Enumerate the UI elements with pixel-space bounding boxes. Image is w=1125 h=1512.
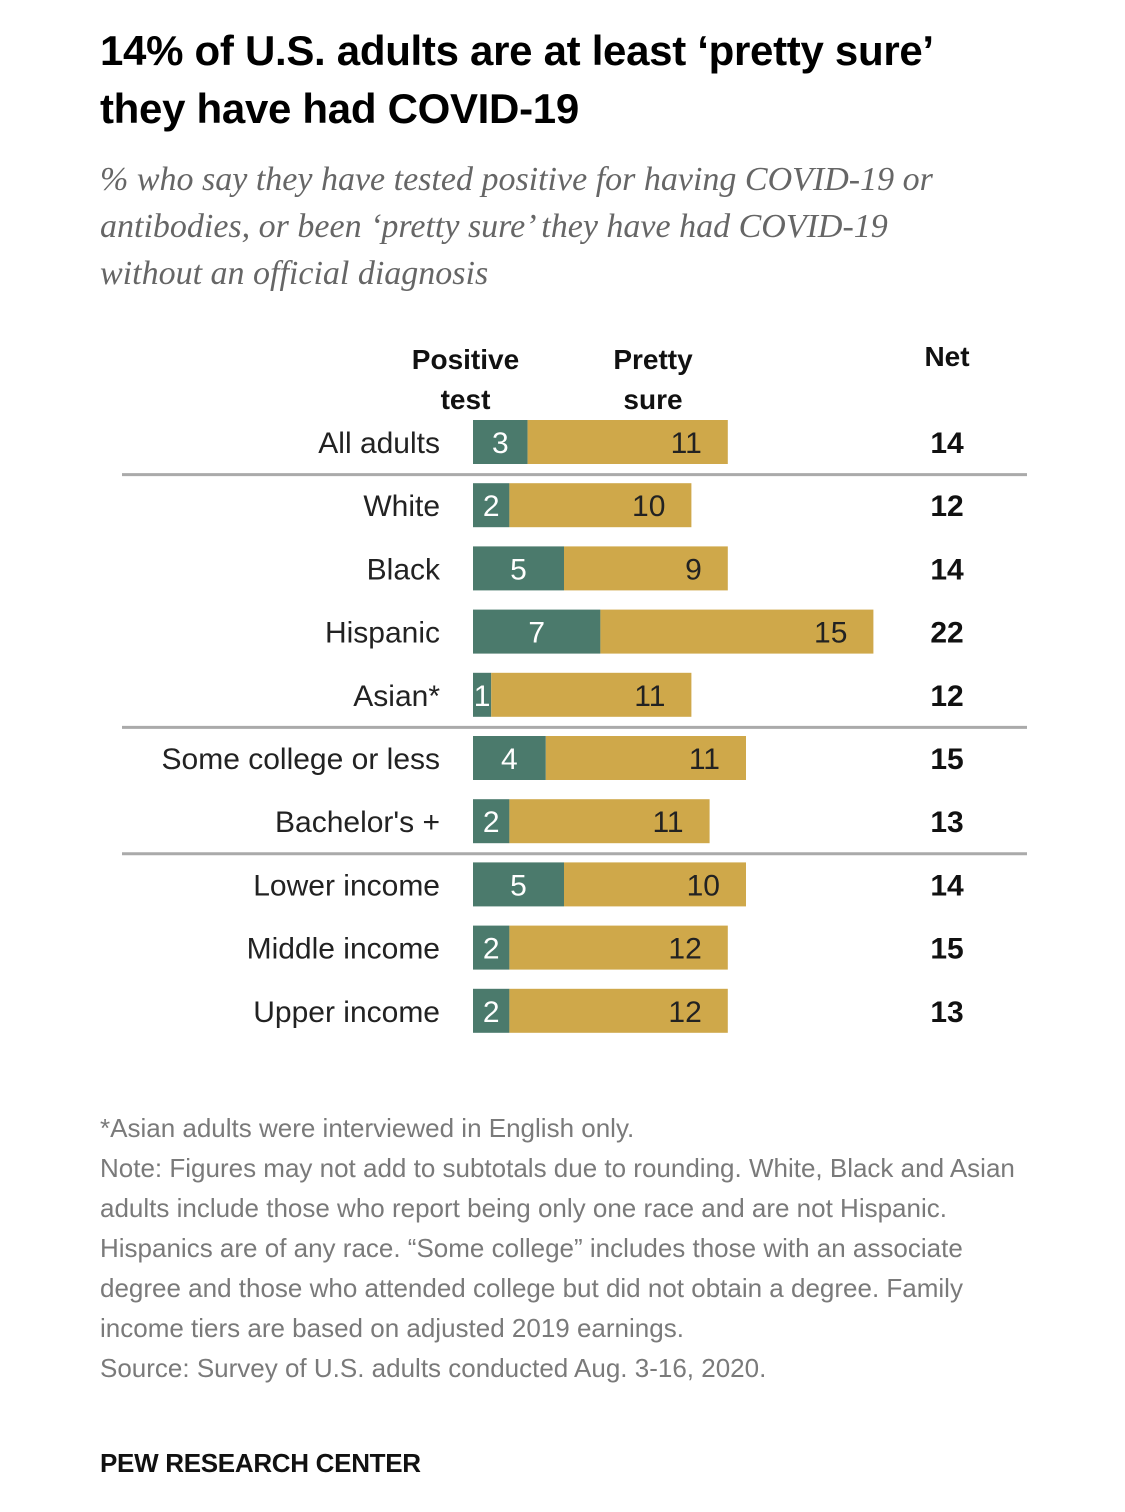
column-header-positive-test: Positive test	[411, 344, 520, 415]
net-value-label: 14	[930, 427, 964, 460]
net-value-label: 15	[930, 933, 963, 966]
pretty-sure-value-label: 15	[814, 617, 847, 650]
row-label: Black	[367, 553, 441, 586]
bar-positive-test	[473, 609, 601, 654]
pretty-sure-value-label: 11	[652, 806, 683, 839]
pretty-sure-value-label: 11	[671, 427, 702, 460]
net-value-label: 12	[930, 680, 963, 713]
note-text: Note: Figures may not add to subtotals d…	[100, 1153, 1023, 1343]
bar-pretty-sure	[509, 483, 692, 528]
positive-test-value-label: 5	[510, 553, 527, 586]
net-value-label: 13	[930, 806, 963, 839]
net-value-label: 12	[930, 490, 963, 523]
net-value-label: 14	[930, 869, 964, 902]
bar-pretty-sure	[509, 988, 728, 1033]
brand-logo-text: PEW RESEARCH CENTER	[100, 1448, 421, 1478]
pretty-sure-value-label: 12	[668, 996, 701, 1029]
bar-pretty-sure	[527, 420, 728, 464]
positive-test-value-label: 1	[474, 680, 491, 713]
footnote: *Asian adults were interviewed in Englis…	[100, 1113, 635, 1143]
chart-notes: *Asian adults were interviewed in Englis…	[100, 1108, 1040, 1388]
bar-positive-test	[473, 925, 510, 970]
bar-positive-test	[473, 672, 492, 717]
row-label: Hispanic	[325, 617, 440, 650]
net-value-label: 13	[930, 996, 963, 1029]
positive-test-value-label: 3	[492, 427, 509, 460]
bar-positive-test	[473, 799, 510, 844]
row-label: Bachelor's +	[275, 806, 440, 839]
bar-pretty-sure	[491, 672, 692, 717]
source-text: Source: Survey of U.S. adults conducted …	[100, 1353, 767, 1383]
net-value-label: 15	[930, 743, 963, 776]
row-label: Lower income	[253, 869, 440, 902]
chart-subtitle: % who say they have tested positive for …	[100, 161, 933, 292]
chart-title: 14% of U.S. adults are at least ‘pretty …	[100, 27, 932, 132]
pretty-sure-value-label: 11	[689, 743, 720, 776]
column-header-pretty-sure: Pretty sure	[613, 344, 693, 415]
positive-test-value-label: 7	[528, 617, 545, 650]
pretty-sure-value-label: 10	[632, 490, 665, 523]
row-label: Some college or less	[162, 743, 440, 776]
bar-pretty-sure	[564, 862, 746, 907]
row-label: Middle income	[247, 933, 440, 966]
bar-positive-test	[473, 483, 510, 528]
positive-test-value-label: 4	[501, 743, 518, 776]
pretty-sure-value-label: 11	[634, 680, 665, 713]
bar-pretty-sure	[509, 799, 710, 844]
pretty-sure-value-label: 12	[668, 933, 701, 966]
row-label: Upper income	[253, 996, 440, 1029]
row-label: Asian*	[353, 680, 440, 713]
net-value-label: 22	[930, 617, 963, 650]
positive-test-value-label: 2	[483, 490, 500, 523]
bar-pretty-sure	[564, 546, 728, 591]
bar-positive-test	[473, 736, 546, 780]
positive-test-value-label: 2	[483, 933, 500, 966]
row-label: White	[363, 490, 440, 523]
bar-pretty-sure	[509, 925, 728, 970]
bar-positive-test	[473, 988, 510, 1033]
bar-positive-test	[473, 546, 564, 591]
bar-pretty-sure	[545, 736, 746, 780]
bar-pretty-sure	[600, 609, 874, 654]
net-value-label: 14	[930, 553, 964, 586]
positive-test-value-label: 2	[483, 996, 500, 1029]
positive-test-value-label: 5	[510, 869, 527, 902]
pretty-sure-value-label: 9	[685, 553, 702, 586]
bar-positive-test	[473, 420, 528, 464]
row-label: All adults	[318, 427, 440, 460]
bar-positive-test	[473, 862, 564, 907]
positive-test-value-label: 2	[483, 806, 500, 839]
column-header-net: Net	[924, 341, 970, 372]
pretty-sure-value-label: 10	[687, 869, 720, 902]
